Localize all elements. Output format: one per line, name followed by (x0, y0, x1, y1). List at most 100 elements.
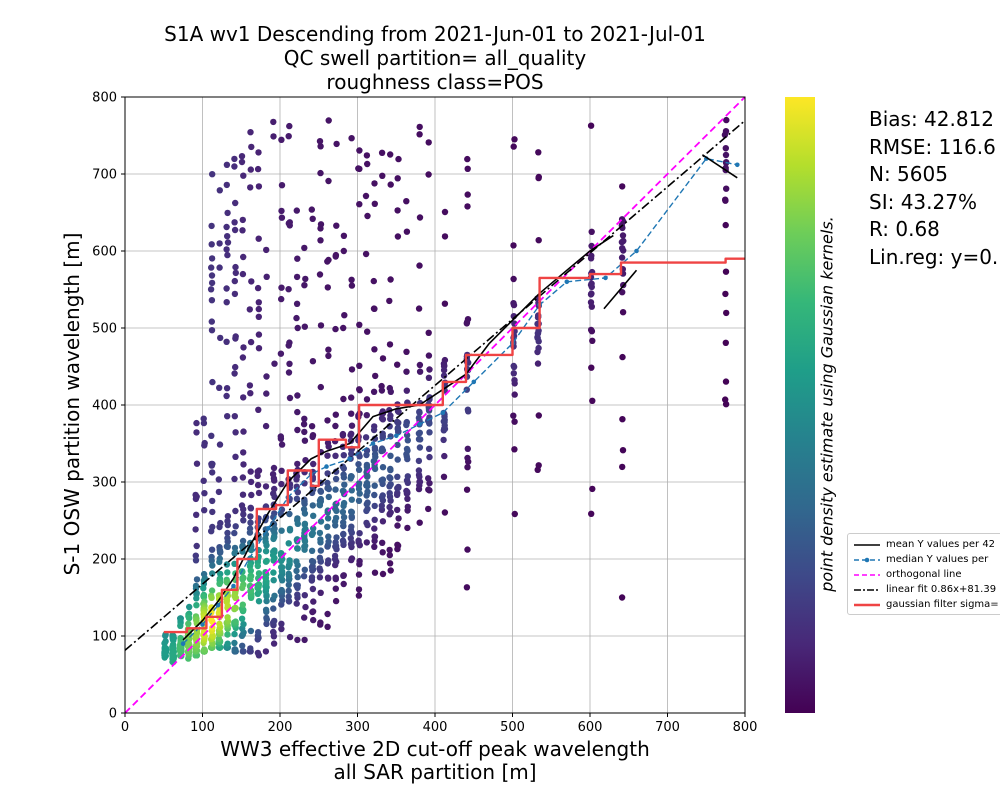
scatter-point (588, 510, 595, 517)
scatter-point (301, 510, 309, 517)
scatter-point (348, 450, 355, 458)
scatter-point (355, 461, 362, 468)
scatter-point (324, 574, 332, 581)
scatter-point (247, 513, 254, 520)
scatter-point (255, 183, 263, 190)
scatter-point (378, 149, 386, 156)
scatter-point (216, 580, 223, 587)
scatter-point (379, 476, 387, 483)
scatter-point (325, 557, 332, 564)
scatter-point (440, 436, 447, 444)
scatter-point (464, 454, 471, 462)
scatter-point (317, 619, 324, 626)
scatter-point (263, 273, 270, 280)
scatter-point (619, 447, 627, 454)
scatter-point (371, 435, 379, 442)
scatter-point (224, 251, 231, 259)
scatter-point (208, 616, 215, 624)
scatter-point (201, 490, 208, 497)
scatter-point (239, 648, 246, 655)
scatter-point (208, 432, 215, 439)
scatter-point (416, 123, 423, 131)
scatter-point (325, 485, 332, 493)
legend-swatch (854, 603, 880, 607)
scatter-point (371, 305, 378, 312)
scatter-point (371, 346, 378, 353)
scatter-point (270, 569, 277, 576)
scatter-point (464, 155, 471, 163)
scatter-point (339, 432, 347, 439)
scatter-point (184, 637, 192, 645)
scatter-point (371, 525, 378, 532)
scatter-point (209, 562, 216, 569)
scatter-point (239, 270, 247, 278)
scatter-point (286, 557, 293, 564)
scatter-point (416, 131, 423, 138)
scatter-point (278, 563, 285, 571)
scatter-point (207, 286, 215, 293)
scatter-point (363, 451, 370, 459)
scatter-point (356, 387, 363, 394)
scatter-point (278, 284, 285, 291)
scatter-points (161, 116, 730, 666)
scatter-point (277, 350, 285, 357)
scatter-point (193, 595, 200, 602)
scatter-point (208, 222, 215, 230)
scatter-point (403, 431, 411, 439)
scatter-point (404, 503, 411, 510)
scatter-point (232, 618, 239, 625)
scatter-point (255, 406, 262, 413)
scatter-point (223, 181, 230, 189)
scatter-point (208, 255, 216, 262)
scatter-point (379, 355, 387, 362)
scatter-point (394, 441, 401, 449)
scatter-point (285, 587, 292, 594)
scatter-point (340, 395, 347, 403)
scatter-point (341, 481, 348, 488)
scatter-point (722, 145, 729, 152)
scatter-point (379, 539, 386, 546)
scatter-point (395, 483, 402, 491)
scatter-point (294, 324, 301, 332)
scatter-point (332, 411, 339, 418)
scatter-point (425, 374, 433, 381)
scatter-point (255, 598, 263, 605)
scatter-point (395, 155, 402, 163)
scatter-point (510, 275, 517, 283)
scatter-point (463, 320, 470, 327)
legend: mean Y values per 42 median Y values per o… (847, 533, 1000, 615)
scatter-point (309, 585, 317, 593)
scatter-point (294, 426, 301, 434)
scatter-point (395, 515, 402, 522)
scatter-point (223, 561, 231, 568)
legend-swatch (854, 574, 880, 576)
scatter-point (363, 396, 371, 403)
scatter-point (387, 388, 394, 395)
scatter-point (722, 268, 730, 275)
scatter-point (302, 542, 309, 549)
scatter-point (208, 546, 216, 553)
scatter-point (278, 295, 285, 303)
scatter-point (162, 649, 169, 657)
scatter-point (193, 460, 201, 467)
scatter-point (387, 481, 394, 488)
scatter-point (240, 506, 247, 513)
scatter-point (231, 475, 238, 483)
scatter-point (379, 434, 386, 441)
y-tick-label: 200 (92, 553, 117, 568)
scatter-point (208, 318, 215, 325)
scatter-point (441, 208, 449, 216)
scatter-point (285, 342, 292, 349)
y-tick-label: 300 (92, 476, 117, 491)
scatter-point (324, 623, 331, 630)
median-marker (471, 379, 477, 385)
scatter-point (309, 358, 317, 365)
scatter-point (363, 519, 370, 527)
scatter-point (348, 496, 355, 503)
scatter-point (355, 571, 363, 578)
scatter-point (403, 198, 410, 205)
scatter-point (201, 646, 208, 653)
series-line (125, 97, 745, 713)
scatter-point (231, 550, 238, 557)
scatter-point (223, 579, 231, 586)
